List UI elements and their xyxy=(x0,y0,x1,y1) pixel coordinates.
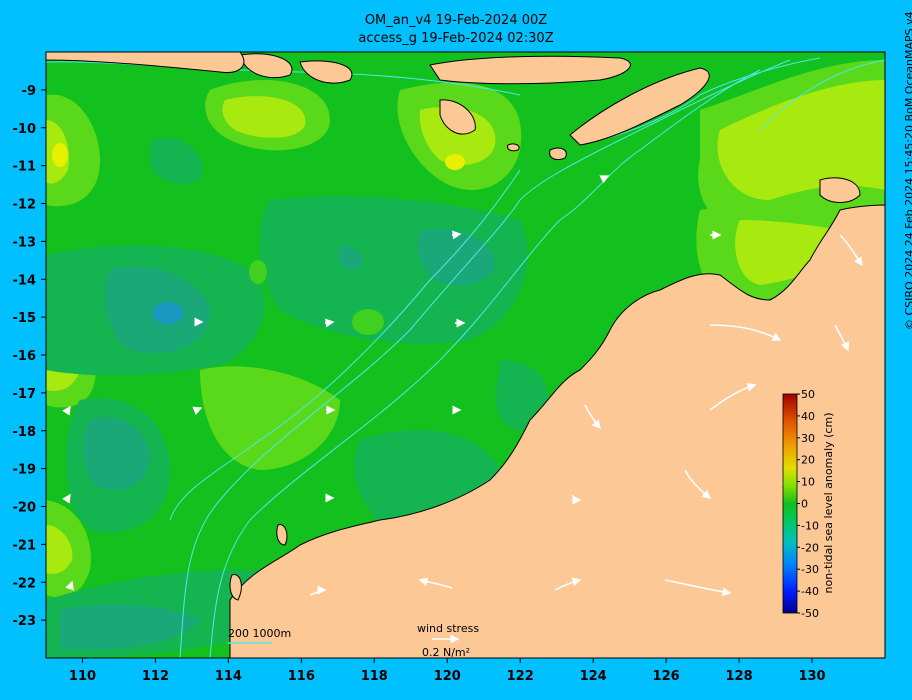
lat-tick-label: -9 xyxy=(22,84,36,99)
sumbawa-island xyxy=(299,60,353,84)
wind-stress-arrows xyxy=(62,175,863,597)
colorbar: 50 40 30 20 10 0 -10 -20 -30 -40 -50 non-tidal sea… xyxy=(782,388,835,620)
lon-tick-label: 110 xyxy=(69,669,96,684)
australia-mainland xyxy=(229,204,885,658)
sumba-island xyxy=(439,99,476,135)
colorbar-tick-label: -20 xyxy=(801,541,819,554)
dampier-archipelago xyxy=(276,524,288,546)
wind-stress-legend-units: 0.2 N/m² xyxy=(422,646,470,659)
colorbar-tick-label: 40 xyxy=(801,410,815,423)
colorbar-tick-label: -10 xyxy=(801,519,819,532)
lat-tick-label: -13 xyxy=(13,235,37,250)
lat-tick-label: -20 xyxy=(13,501,37,516)
lat-tick-label: -10 xyxy=(13,122,37,137)
colorbar-tick-label: -50 xyxy=(801,607,819,620)
lat-tick-label: -21 xyxy=(13,538,37,553)
positive-spots xyxy=(249,260,384,335)
colorbar-tick-label: -30 xyxy=(801,563,819,576)
islet-savu xyxy=(507,143,520,152)
lon-tick-label: 130 xyxy=(798,669,825,684)
longitude-axis: 110 112 114 116 118 120 122 124 126 128 130 xyxy=(69,658,826,684)
lat-tick-label: -19 xyxy=(13,463,37,478)
barrow-island xyxy=(229,574,242,601)
lat-tick-label: -15 xyxy=(13,311,37,326)
lon-tick-label: 126 xyxy=(653,669,680,684)
map-title-line1: OM_an_v4 19-Feb-2024 00Z xyxy=(364,13,548,28)
colorbar-gradient xyxy=(782,393,798,614)
kimberley-islands xyxy=(819,177,861,203)
colorbar-tick-label: -40 xyxy=(801,585,819,598)
map-plot-area xyxy=(46,52,885,658)
strong-negative-anomaly-regions xyxy=(153,302,183,324)
islet-rote xyxy=(549,147,567,161)
colorbar-ticks: 50 40 30 20 10 0 -10 -20 -30 -40 -50 xyxy=(797,388,819,620)
bathymetry-legend-label: 200 1000m xyxy=(228,627,291,640)
bathymetry-contours xyxy=(46,57,885,658)
lat-tick-label: -23 xyxy=(13,614,37,629)
timor-island xyxy=(569,67,710,146)
lon-tick-label: 116 xyxy=(288,669,315,684)
peak-anomaly-regions xyxy=(52,143,465,170)
lon-tick-label: 122 xyxy=(507,669,534,684)
bali-lombok-islands xyxy=(239,53,293,79)
lon-tick-label: 118 xyxy=(361,669,388,684)
lon-tick-label: 112 xyxy=(142,669,169,684)
lat-tick-label: -11 xyxy=(13,160,37,175)
lon-tick-label: 128 xyxy=(726,669,753,684)
colorbar-tick-label: 50 xyxy=(801,388,815,401)
lat-tick-label: -22 xyxy=(13,576,37,591)
colorbar-tick-label: 0 xyxy=(801,498,808,511)
lat-tick-label: -14 xyxy=(13,273,37,288)
bathymetry-legend: 200 1000m xyxy=(228,627,291,644)
lon-tick-label: 124 xyxy=(580,669,607,684)
latitude-axis: -9 -10 -11 -12 -13 -14 -15 -16 -17 -18 -19 -20 -21 -2… xyxy=(13,84,46,629)
lat-tick-label: -12 xyxy=(13,198,37,213)
java-coast xyxy=(46,52,245,74)
wind-stress-legend: wind stress 0.2 N/m² xyxy=(417,622,479,659)
wind-stress-legend-label: wind stress xyxy=(417,622,479,635)
credit-text: © CSIRO 2024 24 Feb 2024 15:45:20 BoM Oc… xyxy=(903,11,912,330)
flores-island xyxy=(429,55,631,85)
colorbar-tick-label: 10 xyxy=(801,476,815,489)
lat-tick-label: -17 xyxy=(13,387,37,402)
land xyxy=(46,52,885,658)
lon-tick-label: 114 xyxy=(215,669,242,684)
colorbar-tick-label: 30 xyxy=(801,432,815,445)
map-title-line2: access_g 19-Feb-2024 02:30Z xyxy=(358,31,554,46)
colorbar-tick-label: 20 xyxy=(801,454,815,467)
lat-tick-label: -16 xyxy=(13,349,37,364)
lat-tick-label: -18 xyxy=(13,425,37,440)
colorbar-label: non-tidal sea level anomaly (cm) xyxy=(822,413,835,594)
lon-tick-label: 120 xyxy=(434,669,461,684)
